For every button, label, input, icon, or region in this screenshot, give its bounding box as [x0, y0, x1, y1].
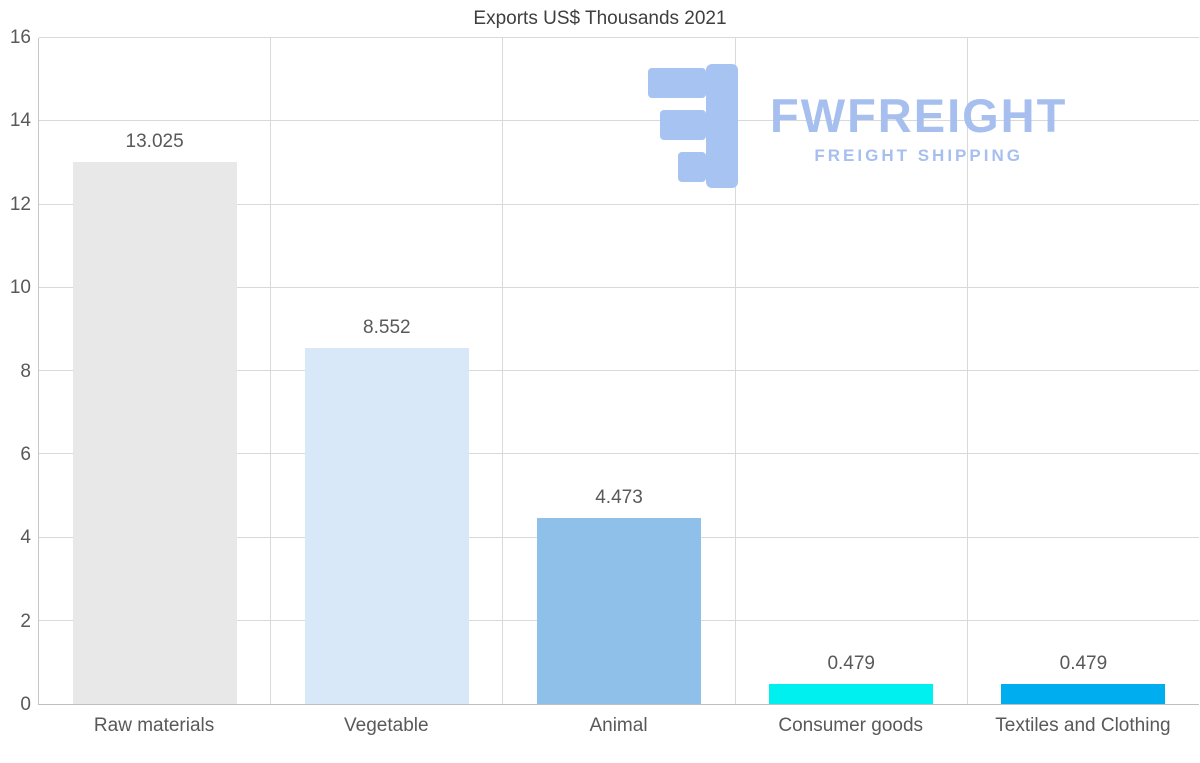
bar-value-label: 0.479 — [1059, 653, 1108, 675]
gridline — [39, 203, 1199, 205]
bar — [1001, 684, 1166, 704]
bar-value-label: 0.479 — [827, 653, 875, 675]
bar — [72, 161, 237, 704]
gridline — [39, 37, 1199, 38]
gridline — [39, 286, 1199, 288]
y-tick-label: 2 — [20, 610, 31, 632]
x-category-label: Vegetable — [344, 715, 429, 736]
y-axis: 0 2 4 6 8 10 12 14 16 — [0, 28, 31, 715]
chart-title: Exports US$ Thousands 2021 — [473, 8, 727, 29]
bar — [536, 517, 702, 704]
gridline — [39, 370, 1199, 371]
y-tick-label: 12 — [9, 193, 31, 215]
x-axis: Raw materials Vegetable Animal Consumer goo… — [38, 706, 1199, 763]
y-tick-label: 10 — [9, 277, 31, 299]
bar-columns: 13.025 8.552 4.473 0.479 0.479 — [39, 38, 1199, 704]
y-tick-label: 8 — [20, 360, 31, 382]
gridline — [39, 120, 1199, 122]
bar-column: 8.552 — [271, 38, 504, 704]
x-category-label: Animal — [589, 715, 648, 736]
bar-column: 4.473 — [503, 38, 736, 704]
gridline — [39, 453, 1199, 455]
y-tick-label: 6 — [20, 443, 31, 465]
bar-value-label: 8.552 — [363, 317, 411, 339]
bar-value-label: 4.473 — [595, 486, 643, 508]
bar-value-label: 13.025 — [125, 130, 184, 152]
bar-column: 13.025 — [39, 38, 272, 704]
bar-column: 0.479 — [736, 38, 968, 704]
plot-area: 13.025 8.552 4.473 0.479 0.479 — [38, 37, 1199, 705]
x-category-label: Raw materials — [93, 715, 215, 736]
y-tick-label: 14 — [9, 110, 31, 132]
y-tick-label: 4 — [20, 527, 31, 549]
bar — [769, 684, 934, 704]
x-category-label: Textiles and Clothing — [995, 715, 1171, 736]
x-category-label: Consumer goods — [778, 715, 924, 736]
y-tick-label: 0 — [20, 694, 31, 715]
bar — [304, 348, 469, 704]
bar-column: 0.479 — [968, 38, 1199, 704]
y-tick-label: 16 — [9, 27, 31, 48]
